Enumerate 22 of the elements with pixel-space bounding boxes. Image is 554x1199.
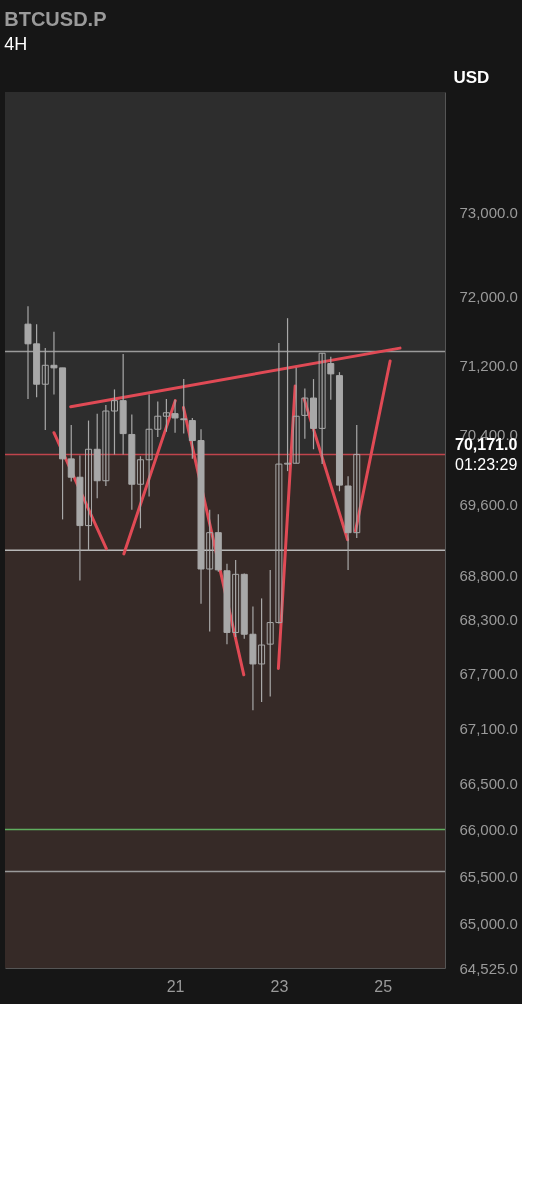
y-tick-label: 68,800.0	[459, 566, 518, 584]
y-tick-label: 73,000.0	[459, 203, 518, 221]
chart-subtitle: 4H	[4, 34, 28, 54]
text: 01:23:29	[455, 456, 518, 474]
y-tick-label: 65,000.0	[459, 914, 518, 932]
y-tick-label: 69,600.0	[459, 495, 518, 513]
y-tick-label: 68,300.0	[459, 611, 518, 629]
y-tick-label: 67,100.0	[459, 719, 518, 737]
y-tick-label: 67,700.0	[459, 665, 518, 683]
y-tick-label: 72,000.0	[459, 288, 518, 306]
chart-title: BTCUSD.P	[4, 8, 107, 30]
candlestick	[292, 367, 300, 464]
y-tick-label: 71,200.0	[459, 356, 518, 374]
y-tick-label: 64,525.0	[459, 959, 518, 977]
y-tick-label: 65,500.0	[459, 867, 518, 885]
x-tick-label: 21	[166, 977, 185, 995]
x-tick-label: 25	[374, 977, 393, 995]
x-tick-label: 23	[270, 977, 289, 995]
y-axis-title: USD	[453, 67, 490, 87]
y-tick-label: 66,000.0	[459, 821, 518, 839]
y-tick-label: 66,500.0	[459, 774, 518, 792]
candlestick	[301, 387, 309, 440]
